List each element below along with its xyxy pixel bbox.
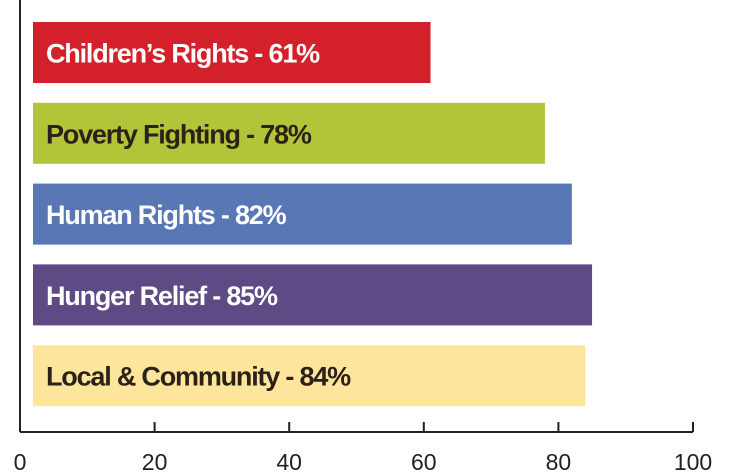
bar-label: Local & Community - 84% — [46, 362, 351, 392]
bar-label: Poverty Fighting - 78% — [46, 119, 312, 149]
x-tick-label: 100 — [674, 449, 712, 475]
x-tick-label: 20 — [142, 449, 168, 475]
x-tick-label: 80 — [546, 449, 572, 475]
bar — [33, 102, 545, 164]
bar-label: Hunger Relief - 85% — [46, 281, 278, 311]
x-tick-label: 40 — [276, 449, 302, 475]
bar — [33, 183, 572, 245]
bar — [33, 345, 586, 407]
bar — [33, 264, 593, 326]
bar-label: Children’s Rights - 61% — [46, 39, 320, 69]
x-tick-label: 0 — [14, 449, 27, 475]
bar — [33, 22, 431, 83]
x-tick-label: 60 — [411, 449, 437, 475]
bar-label: Human Rights - 82% — [46, 200, 287, 230]
